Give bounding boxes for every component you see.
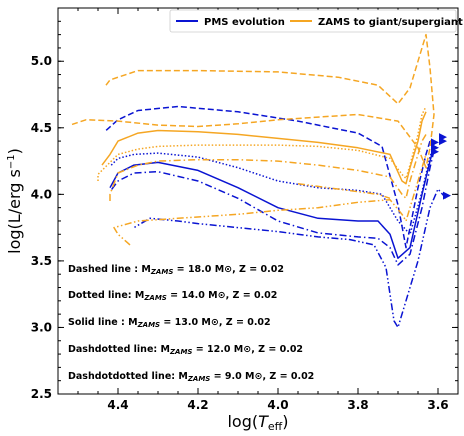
annotation-dashed: Dashed line : MZAMS = 18.0 M⊙, Z = 0.02: [68, 264, 284, 276]
annotation-dashdotdotted: Dashdotdotted line: MZAMS = 9.0 M⊙, Z = …: [68, 371, 314, 383]
series-line-10: [297, 182, 391, 200]
end-marker-4: [431, 147, 439, 156]
marker-layer: [431, 133, 451, 200]
y-tick-label: 3.5: [31, 254, 52, 268]
series-layer: [69, 33, 447, 329]
series-line-8: [109, 134, 427, 201]
legend-label-pms: PMS evolution: [204, 17, 285, 28]
series-line-7: [101, 111, 427, 185]
y-axis-title: log(L/erg s−1): [5, 148, 24, 254]
end-marker-5: [443, 191, 451, 200]
annotation-solid: Solid line : MZAMS = 13.0 M⊙, Z = 0.02: [68, 317, 271, 329]
x-tick-label: 3.6: [427, 398, 448, 412]
y-tick-label: 4.0: [31, 187, 52, 201]
x-tick-label: 4.4: [107, 398, 128, 412]
x-tick-label: 4.2: [187, 398, 208, 412]
plot-frame: [57, 7, 459, 395]
series-line-9: [113, 154, 427, 246]
series-line-1: [109, 143, 435, 236]
end-marker-1: [439, 137, 447, 146]
legend: PMS evolution ZAMS to giant/supergiant: [169, 9, 463, 33]
legend-label-zams: ZAMS to giant/supergiant: [318, 17, 463, 28]
series-line-0: [105, 105, 431, 249]
series-line-5: [69, 33, 435, 169]
annotations: Dashed line : MZAMS = 18.0 M⊙, Z = 0.02 …: [68, 264, 314, 383]
y-tick-label: 5.0: [31, 54, 52, 68]
series-line-3: [109, 150, 435, 266]
end-marker-2: [431, 138, 439, 147]
annotation-dashdotted: Dashdotted line: MZAMS = 12.0 M⊙, Z = 0.…: [68, 344, 303, 356]
legend-box: [169, 9, 457, 33]
annotation-dotted: Dotted line: MZAMS = 14.0 M⊙, Z = 0.02: [68, 290, 277, 302]
y-tick-label: 4.5: [31, 121, 52, 135]
x-tick-label: 3.8: [347, 398, 368, 412]
y-tick-label: 3.0: [31, 320, 52, 334]
y-tick-label: 2.5: [31, 387, 52, 401]
x-tick-label: 4.0: [267, 398, 288, 412]
series-line-6: [97, 106, 427, 181]
